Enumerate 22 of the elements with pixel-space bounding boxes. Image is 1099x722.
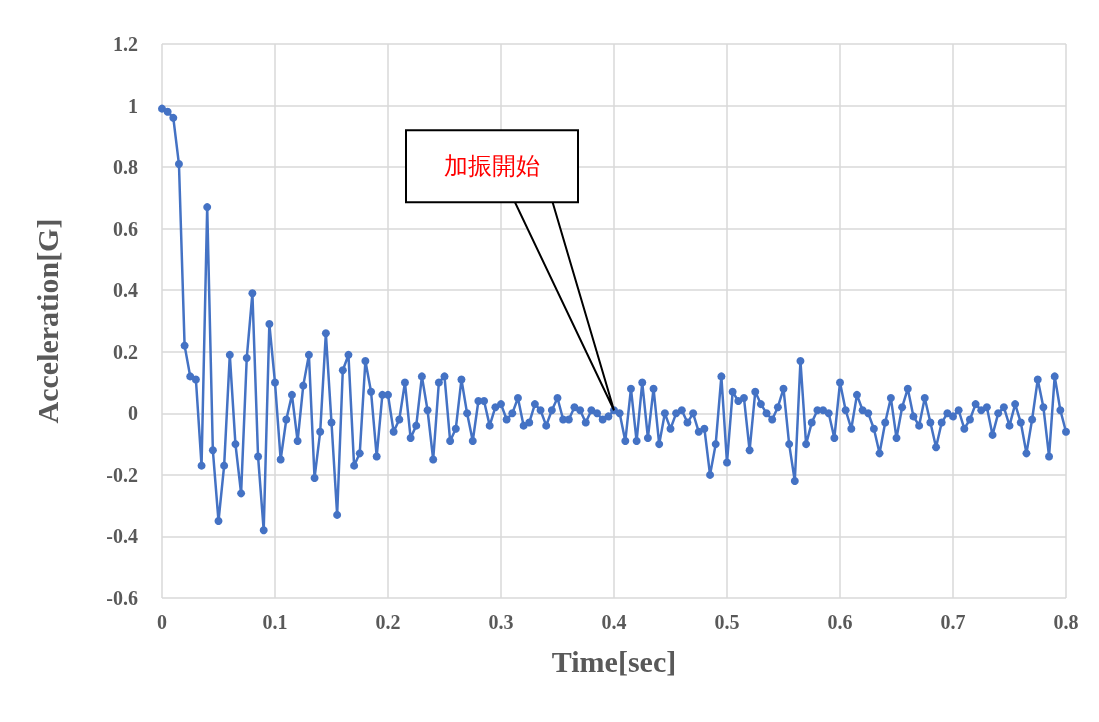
x-tick-label: 0.5 [714, 611, 740, 633]
x-tick-label: 0.6 [827, 611, 853, 633]
x-axis-title: Time[sec] [551, 644, 677, 678]
x-tick-label: 0.4 [601, 611, 627, 633]
y-tick-label: 1.2 [113, 33, 138, 55]
y-tick-label: 0 [128, 402, 138, 425]
x-tick-label: 0 [157, 611, 167, 633]
annotation: 加振開始 [444, 152, 540, 181]
x-tick-label: 0.7 [940, 611, 966, 633]
y-axis-title: Acceleration[G] [30, 218, 64, 424]
x-tick-label: 0.2 [375, 611, 401, 633]
x-tick-label: 0.8 [1053, 611, 1079, 633]
y-tick-label: -0.6 [106, 587, 138, 609]
y-tick-label: 0.8 [113, 156, 138, 179]
y-tick-label: -0.2 [106, 463, 138, 486]
y-tick-label: 0.6 [113, 217, 138, 240]
y-tick-label: 1 [128, 94, 138, 117]
x-tick-label: 0.3 [488, 611, 514, 633]
y-tick-label: 0.2 [113, 340, 138, 363]
x-tick-label: 0.1 [262, 611, 288, 633]
y-tick-label: 0.4 [113, 279, 138, 302]
y-tick-label: -0.4 [106, 525, 138, 548]
